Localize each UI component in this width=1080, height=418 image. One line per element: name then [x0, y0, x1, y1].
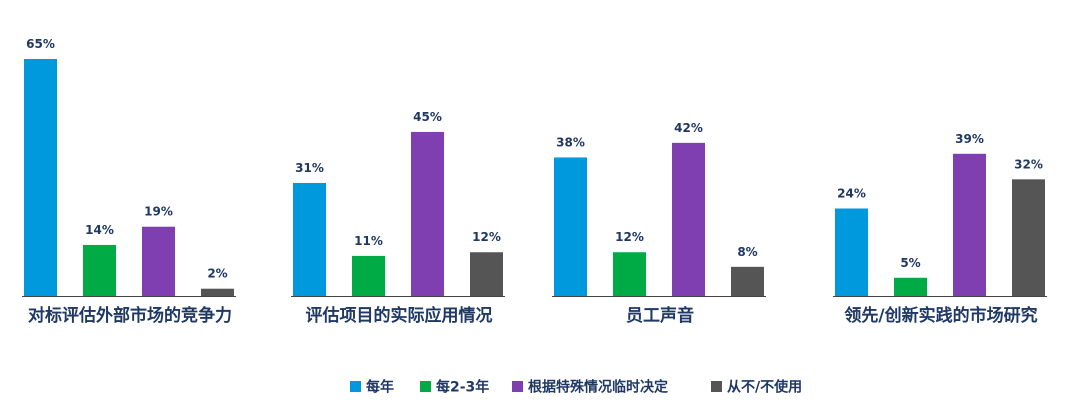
- category-label: 员工声音: [626, 305, 694, 326]
- bar: [613, 252, 646, 296]
- legend-swatch: [711, 381, 722, 392]
- bar: [672, 142, 705, 296]
- bar-value-label: 24%: [837, 186, 866, 200]
- category-label: 评估项目的实际应用情况: [306, 305, 493, 326]
- bar: [293, 182, 326, 296]
- bar: [352, 255, 385, 296]
- bar-value-label: 5%: [900, 256, 920, 270]
- bar-value-label: 8%: [737, 245, 757, 259]
- bar-value-label: 42%: [674, 121, 703, 135]
- bar: [731, 266, 764, 296]
- legend-swatch: [350, 381, 361, 392]
- bar: [894, 277, 927, 296]
- bar-value-label: 65%: [26, 37, 55, 51]
- bar: [411, 131, 444, 296]
- bar-value-label: 12%: [472, 230, 501, 244]
- legend-label: 根据特殊情况临时决定: [528, 379, 668, 396]
- bar-value-label: 45%: [413, 110, 442, 124]
- legend-swatch: [512, 381, 523, 392]
- bar-value-label: 12%: [615, 230, 644, 244]
- legend-label: 每2-3年: [436, 379, 489, 396]
- bar-value-label: 14%: [85, 223, 114, 237]
- legend: 每年 每2-3年 根据特殊情况临时决定 从不/不使用: [350, 379, 802, 396]
- category-label: 对标评估外部市场的竞争力: [28, 305, 232, 326]
- bar: [953, 153, 986, 296]
- legend-label: 从不/不使用: [727, 379, 802, 396]
- bar: [1012, 179, 1045, 296]
- bar-value-label: 31%: [295, 161, 324, 175]
- bar-value-label: 32%: [1014, 157, 1043, 171]
- bar-value-label: 19%: [144, 205, 173, 219]
- bar-value-label: 38%: [556, 135, 585, 149]
- legend-label: 每年: [366, 379, 394, 396]
- bars-layer: [24, 59, 1045, 296]
- bar: [554, 157, 587, 296]
- bar: [470, 252, 503, 296]
- category-labels-layer: 对标评估外部市场的竞争力 评估项目的实际应用情况 员工声音 领先/创新实践的市场研究: [28, 305, 1038, 326]
- bar: [201, 288, 234, 296]
- category-label: 领先/创新实践的市场研究: [844, 305, 1037, 326]
- bar: [142, 226, 175, 296]
- bar: [24, 59, 57, 296]
- bar-value-label: 39%: [955, 132, 984, 146]
- bar-value-label: 11%: [354, 234, 383, 248]
- value-labels-layer: 65% 14% 19% 2% 31% 11% 45% 12% 38% 12% 42% 8% 24% 5% 3…: [26, 37, 1043, 281]
- bar-value-label: 2%: [207, 267, 227, 281]
- legend-swatch: [420, 381, 431, 392]
- bar: [835, 208, 868, 296]
- bar: [83, 244, 116, 296]
